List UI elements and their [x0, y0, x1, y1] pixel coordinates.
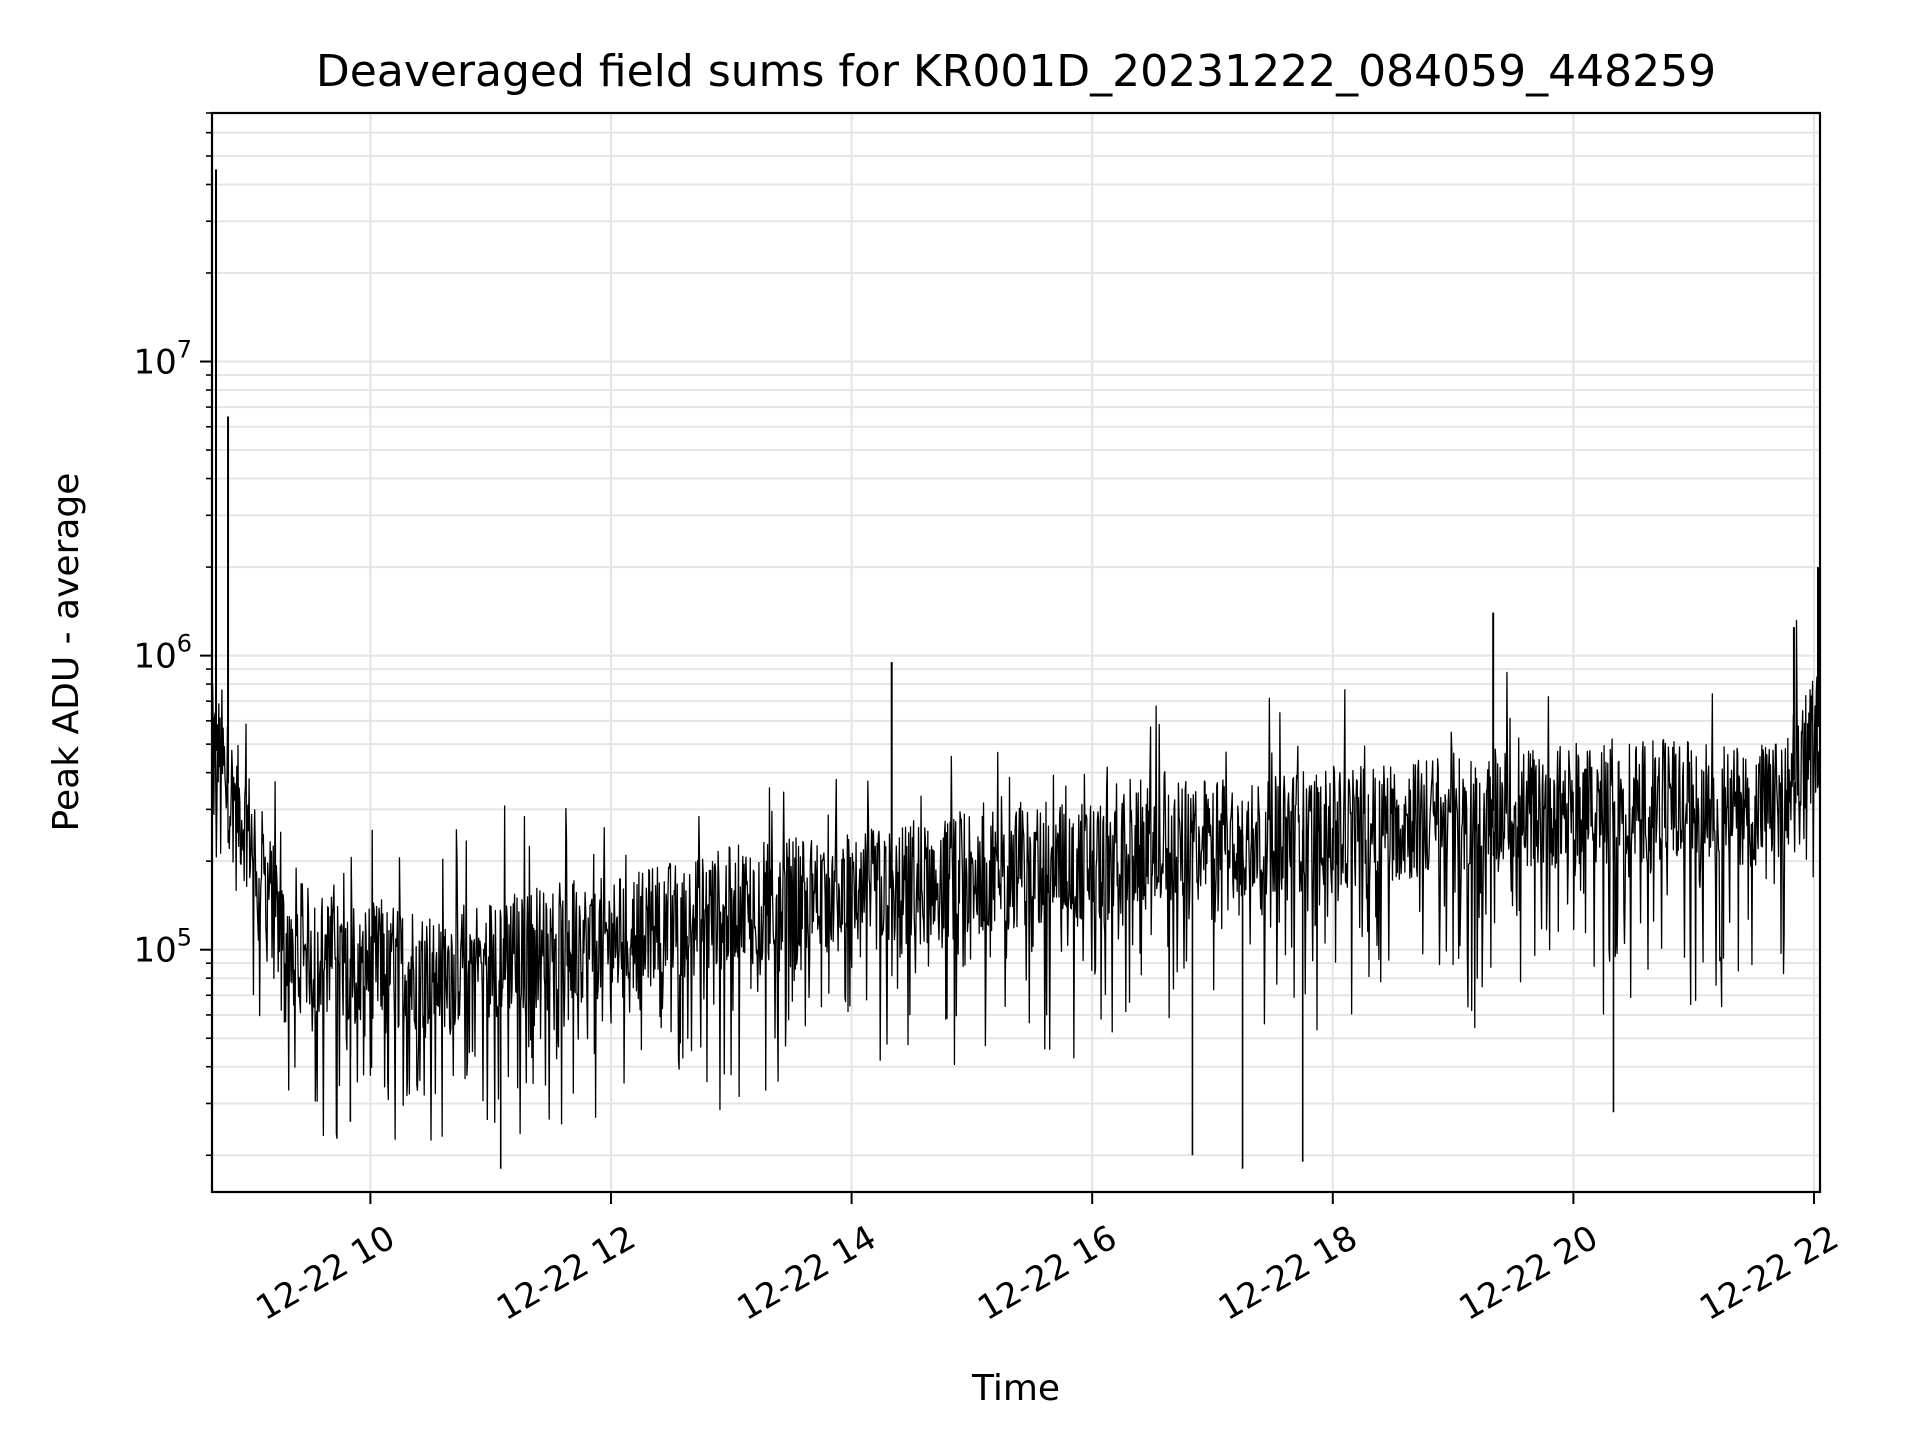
plot-area	[211, 169, 1821, 1169]
y-tick-label: 105	[133, 924, 192, 971]
plot-frame	[210, 111, 1822, 1194]
chart-title: Deaveraged field sums for KR001D_2023122…	[316, 46, 1716, 97]
y-tick-label: 106	[133, 630, 192, 677]
y-axis: 105 106 107	[133, 112, 212, 1157]
y-tick-label: 107	[133, 336, 192, 383]
series-line	[211, 619, 1821, 1141]
y-axis-label: Peak ADU - average	[46, 473, 87, 832]
x-axis-label: Time	[971, 1368, 1060, 1409]
